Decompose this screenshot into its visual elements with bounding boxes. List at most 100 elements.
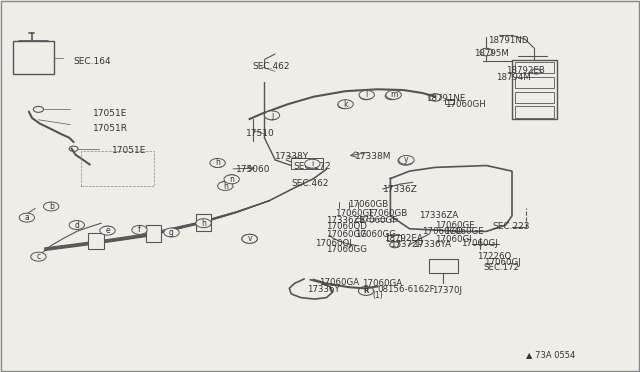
Text: g: g [169, 228, 174, 237]
Text: 17226Q: 17226Q [477, 252, 511, 261]
Text: 17060GH: 17060GH [445, 100, 486, 109]
Text: 17060GG: 17060GG [326, 246, 367, 254]
Text: 17060GE: 17060GE [435, 221, 475, 230]
Text: SEC.164: SEC.164 [74, 57, 111, 66]
Text: 17336ZA: 17336ZA [419, 211, 458, 220]
Circle shape [359, 90, 374, 99]
Circle shape [305, 159, 320, 168]
Text: 17060GB: 17060GB [367, 209, 407, 218]
Circle shape [210, 158, 225, 167]
Circle shape [132, 225, 147, 234]
Circle shape [31, 252, 46, 261]
Text: 17338Y: 17338Y [275, 153, 309, 161]
Text: 17060GG: 17060GG [326, 230, 367, 239]
Bar [13, 41, 54, 74]
Text: 18794M: 18794M [496, 73, 531, 82]
Text: 17060GG: 17060GG [355, 230, 396, 239]
Text: 18792EA: 18792EA [384, 234, 423, 243]
Text: 17060GE: 17060GE [444, 227, 483, 236]
Bar [367, 218, 374, 221]
Text: 17060GJ: 17060GJ [484, 258, 521, 267]
Text: 17060GI: 17060GI [435, 235, 472, 244]
Bar [196, 214, 211, 231]
Text: ▲ 73A 0554: ▲ 73A 0554 [526, 350, 575, 359]
Text: 17060QJ: 17060QJ [315, 239, 351, 248]
Bar [88, 233, 104, 249]
Text: 18791NE: 18791NE [426, 94, 465, 103]
Bar [378, 218, 386, 221]
Text: 17060GF: 17060GF [358, 216, 397, 225]
Text: 17336Y: 17336Y [307, 285, 340, 294]
Bar [429, 259, 458, 273]
Text: R: R [364, 288, 369, 294]
Text: SEC.462: SEC.462 [291, 179, 329, 187]
Bar [390, 218, 397, 221]
Text: 08156-6162F: 08156-6162F [378, 285, 435, 294]
Bar [355, 218, 363, 221]
Circle shape [69, 221, 84, 230]
Text: 18792EB: 18792EB [506, 66, 545, 75]
Text: m: m [390, 90, 397, 99]
Text: d: d [74, 221, 79, 230]
Circle shape [164, 228, 179, 237]
Text: SEC.172: SEC.172 [293, 162, 331, 171]
Circle shape [338, 100, 353, 109]
Text: 17372P: 17372P [390, 240, 423, 249]
Text: 17051R: 17051R [93, 124, 128, 133]
Text: n: n [229, 175, 234, 184]
Text: 17336ZB: 17336ZB [326, 216, 366, 225]
Text: a: a [24, 213, 29, 222]
Text: 17060GF: 17060GF [335, 209, 374, 218]
Bar [445, 99, 454, 104]
Bar [515, 106, 554, 118]
Text: j: j [271, 111, 273, 120]
Text: b: b [49, 202, 54, 211]
Text: 17510: 17510 [246, 129, 275, 138]
Bar [512, 60, 557, 119]
Bar [291, 158, 323, 169]
Circle shape [386, 90, 401, 99]
Text: 17060QD: 17060QD [326, 222, 367, 231]
Text: 17336YA: 17336YA [413, 240, 451, 249]
Text: f: f [138, 225, 141, 234]
Text: 17060GD: 17060GD [422, 227, 463, 236]
Text: 18795M: 18795M [474, 49, 508, 58]
Circle shape [19, 213, 35, 222]
Text: 17338M: 17338M [355, 152, 392, 161]
Bar [515, 62, 554, 73]
Bar [515, 77, 554, 88]
Circle shape [242, 234, 257, 243]
Bar [515, 92, 554, 103]
Circle shape [196, 219, 211, 228]
Circle shape [44, 202, 59, 211]
Text: 17060GB: 17060GB [348, 200, 388, 209]
Text: (1): (1) [372, 291, 383, 300]
Text: 17051E: 17051E [93, 109, 127, 118]
Text: 17060GJ: 17060GJ [461, 239, 497, 248]
Text: i: i [311, 159, 314, 168]
Text: c: c [36, 252, 40, 261]
Text: 17060GA: 17060GA [319, 278, 359, 287]
Text: SEC.462: SEC.462 [253, 62, 291, 71]
Text: SEC.172: SEC.172 [483, 263, 519, 272]
Bar [387, 235, 401, 241]
Circle shape [100, 226, 115, 235]
Circle shape [264, 111, 280, 120]
Text: 17336Z: 17336Z [383, 185, 417, 194]
Text: h: h [215, 158, 220, 167]
Text: v: v [247, 234, 252, 243]
Text: 175060: 175060 [236, 165, 270, 174]
Text: h: h [223, 182, 228, 190]
Circle shape [218, 182, 233, 190]
Text: y: y [404, 155, 409, 164]
Text: k: k [343, 100, 348, 109]
Text: 17060GA: 17060GA [362, 279, 402, 288]
Text: l: l [365, 90, 368, 99]
Text: 17051E: 17051E [112, 146, 147, 155]
Text: h: h [201, 219, 206, 228]
Text: SEC.223: SEC.223 [493, 222, 531, 231]
Circle shape [224, 175, 239, 184]
Bar [146, 225, 161, 242]
Circle shape [399, 155, 414, 164]
Text: 17370J: 17370J [432, 286, 462, 295]
